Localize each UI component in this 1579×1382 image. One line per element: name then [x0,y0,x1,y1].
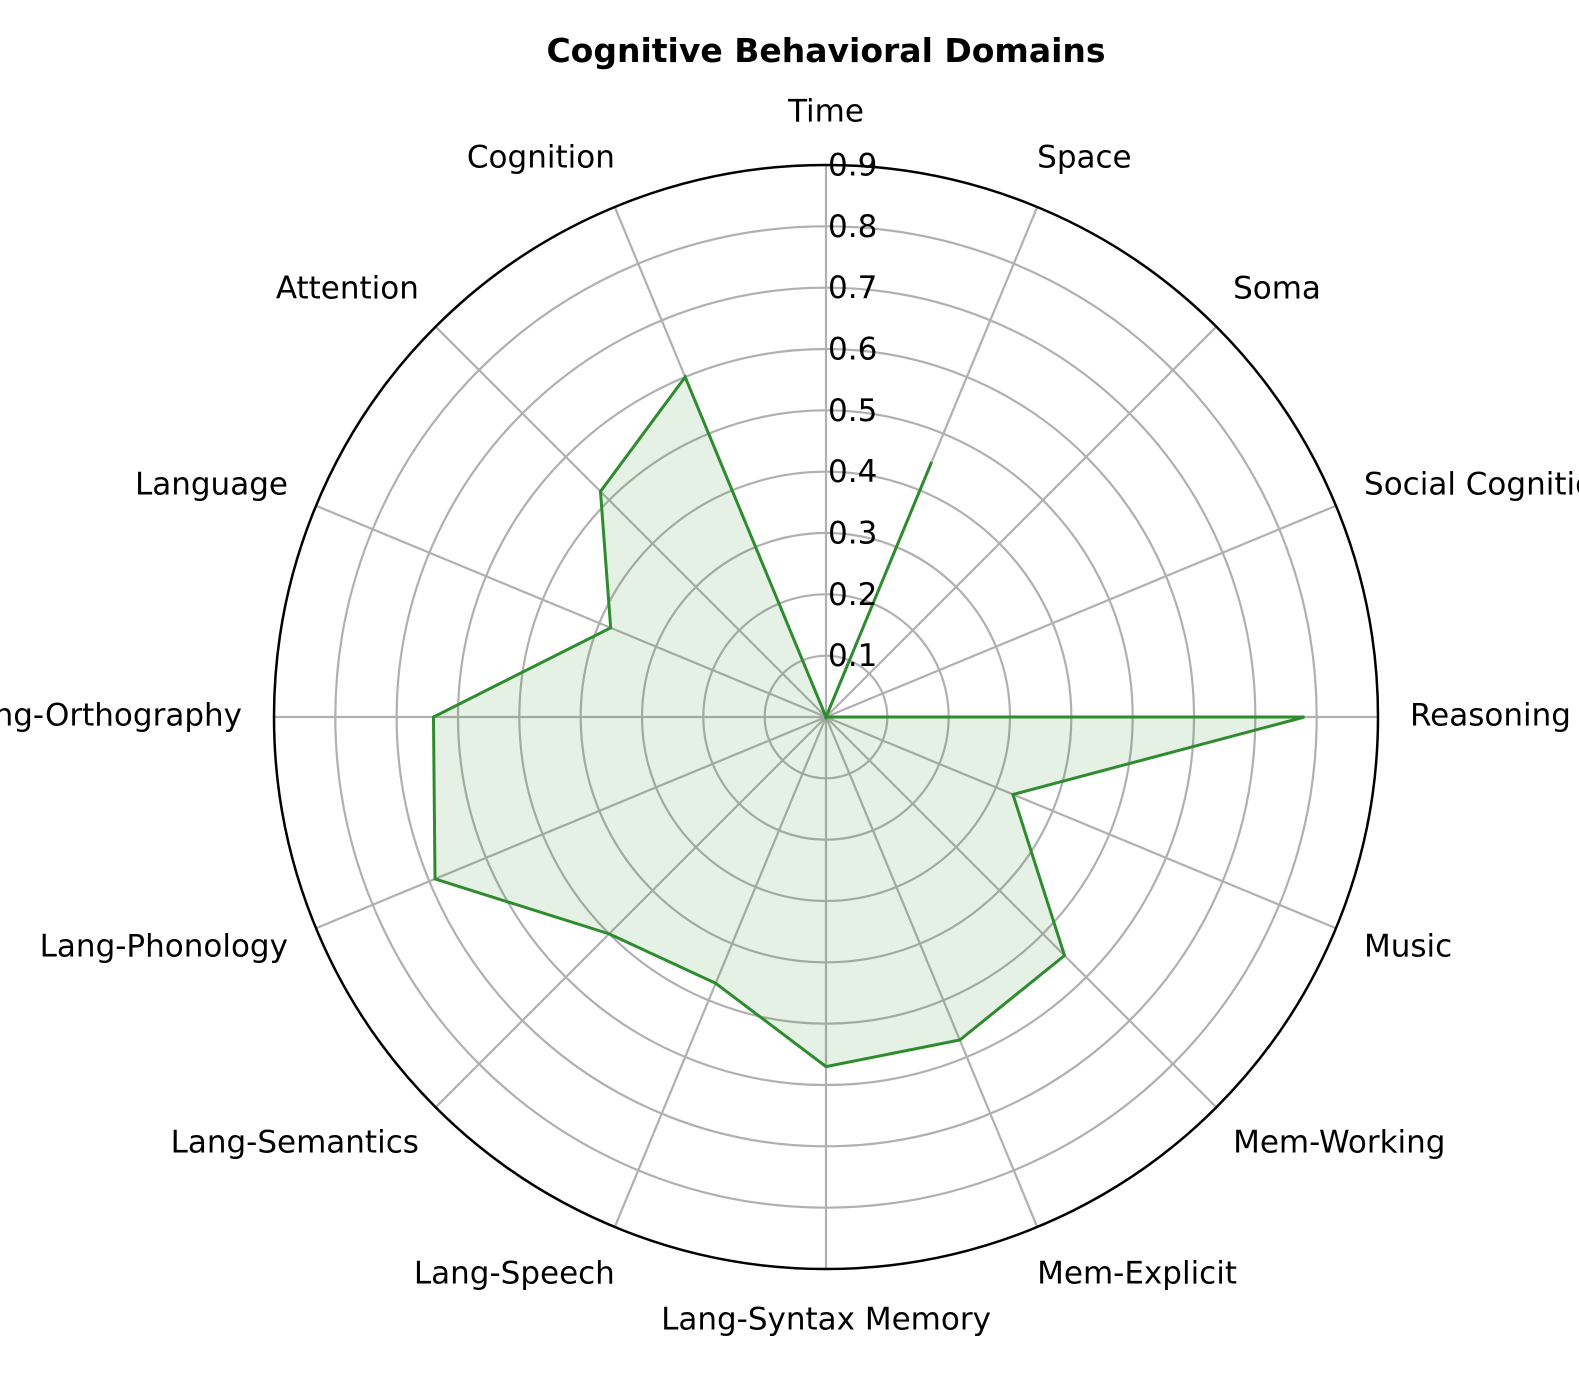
radial-tick-label: 0.2 [828,577,877,613]
category-label: Music [1364,929,1452,965]
grid-spoke [826,327,1216,717]
radial-tick-label: 0.8 [828,209,877,245]
radial-tick-label: 0.7 [828,270,877,306]
category-label: Soma [1233,270,1321,306]
category-label: Reasoning [1410,698,1571,734]
category-label: Space [1037,139,1131,175]
category-label: Lang-Speech [414,1256,615,1292]
chart-title: Cognitive Behavioral Domains [546,31,1105,70]
category-label: Social Cognition [1364,466,1579,502]
radial-tick-labels: 0.1 0.2 0.3 0.4 0.5 0.6 0.7 0.8 0.9 [828,148,877,675]
category-label: Lang-Orthography [0,698,242,734]
category-label: Mem-Working [1233,1125,1445,1161]
category-label: Language [135,466,288,502]
category-label: Attention [276,270,419,306]
category-label: Lang-Syntax Memory [661,1302,991,1338]
radial-tick-label: 0.4 [828,454,877,490]
radial-tick-label: 0.1 [828,638,877,674]
category-label: Time [787,94,864,130]
category-label: Mem-Explicit [1037,1256,1237,1292]
grid-spoke [826,506,1336,717]
category-label: Cognition [467,139,615,175]
category-label: Lang-Semantics [171,1125,419,1161]
radial-tick-label: 0.9 [828,148,877,184]
radial-tick-label: 0.5 [828,393,877,429]
radial-tick-label: 0.6 [828,332,877,368]
category-label: Lang-Phonology [40,929,288,965]
radial-tick-label: 0.3 [828,516,877,552]
